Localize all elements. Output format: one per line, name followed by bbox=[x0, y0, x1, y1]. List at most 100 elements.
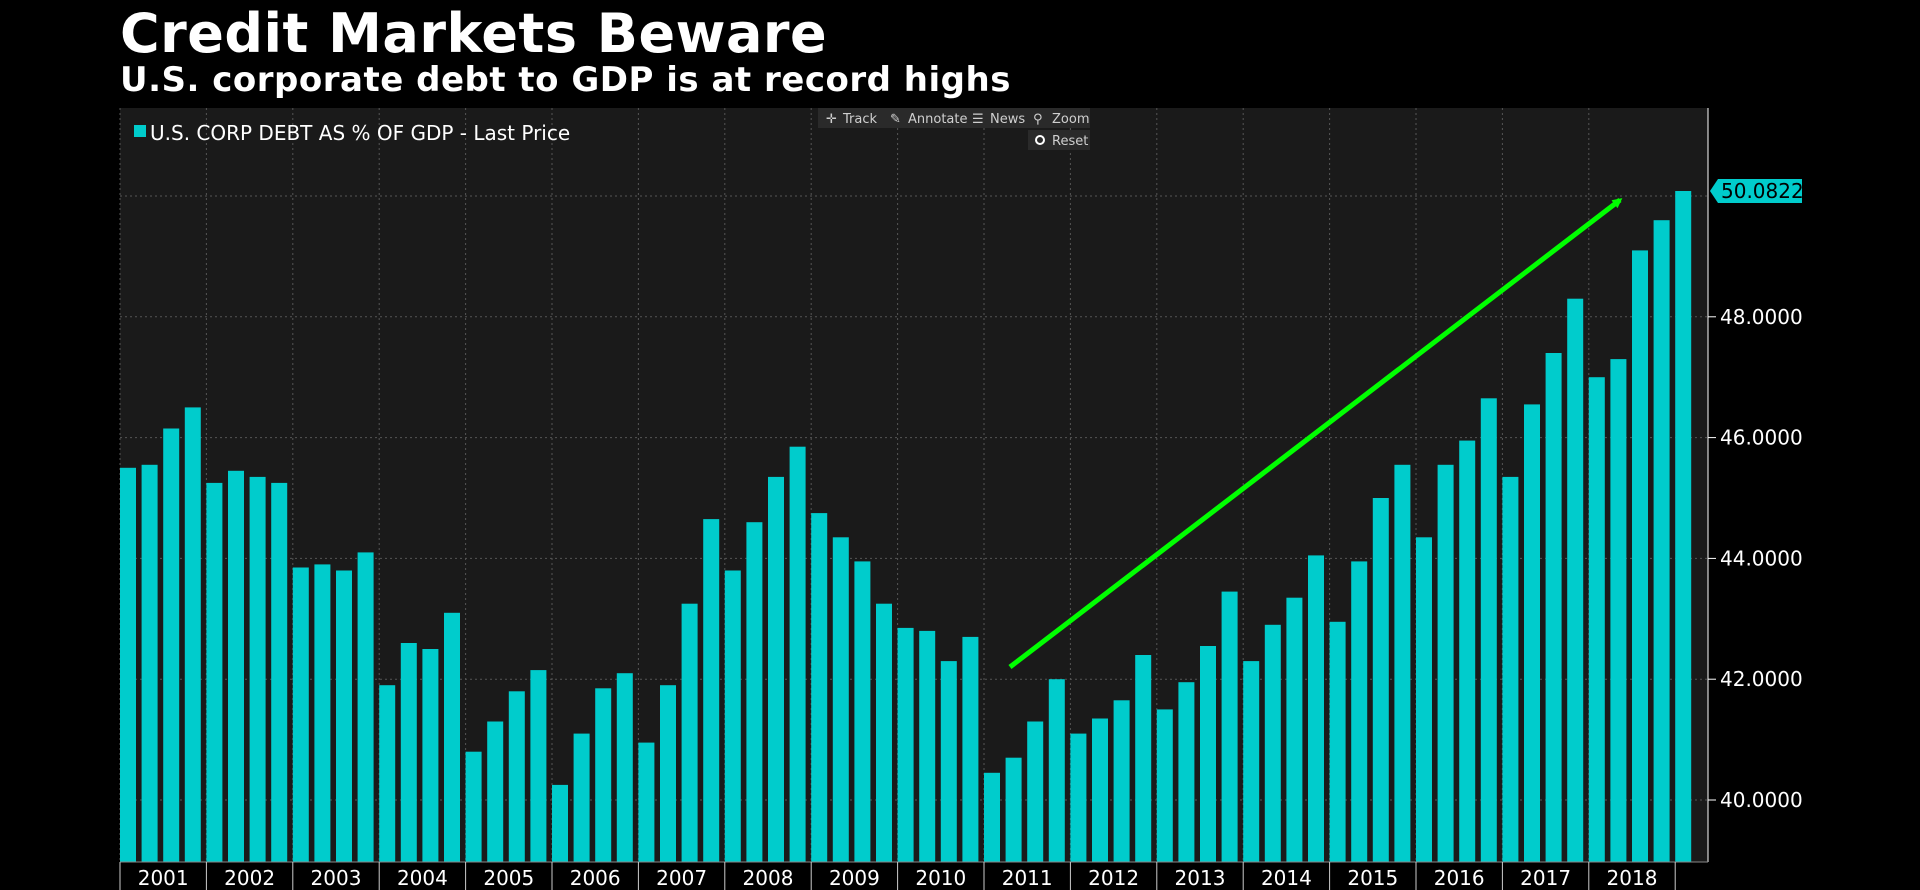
bar bbox=[1502, 476, 1519, 862]
bar bbox=[1416, 537, 1432, 862]
bar bbox=[1221, 591, 1238, 862]
y-axis: 40.0000 42.0000 44.0000 46.0000 48.0000 bbox=[1707, 108, 1803, 862]
bar bbox=[141, 464, 158, 862]
bar bbox=[1545, 353, 1562, 862]
x-tick-label: 2015 bbox=[1347, 866, 1398, 890]
crosshair-icon: ✛ bbox=[826, 112, 837, 127]
bar bbox=[1675, 191, 1692, 862]
bar bbox=[681, 603, 698, 862]
bar bbox=[919, 630, 936, 862]
x-tick-label: 2009 bbox=[829, 866, 880, 890]
bar bbox=[1027, 721, 1044, 862]
bar bbox=[400, 643, 417, 862]
bar bbox=[1351, 561, 1368, 862]
bar bbox=[1178, 682, 1195, 862]
bar bbox=[357, 552, 374, 862]
bar bbox=[1264, 624, 1281, 862]
bar bbox=[1459, 440, 1476, 862]
bar bbox=[1070, 733, 1087, 862]
y-tick-label: 48.0000 bbox=[1720, 305, 1803, 329]
x-tick-label: 2006 bbox=[570, 866, 621, 890]
annotate-button[interactable]: ✎ Annotate bbox=[890, 112, 967, 127]
bar bbox=[552, 784, 568, 862]
bar bbox=[616, 673, 633, 862]
bar bbox=[271, 482, 288, 862]
bar bbox=[1286, 597, 1303, 862]
zoom-label: Zoom bbox=[1052, 112, 1089, 127]
bar bbox=[595, 688, 612, 862]
x-tick-label: 2012 bbox=[1088, 866, 1139, 890]
bar bbox=[1308, 555, 1324, 862]
bar bbox=[703, 519, 720, 862]
bar bbox=[1005, 757, 1022, 862]
bar bbox=[962, 636, 979, 862]
bar bbox=[660, 685, 676, 862]
bar bbox=[984, 772, 1000, 862]
x-tick-label: 2007 bbox=[656, 866, 707, 890]
trend-arrow bbox=[1008, 198, 1623, 669]
x-tick-label: 2017 bbox=[1520, 866, 1571, 890]
bar bbox=[1394, 464, 1411, 862]
news-icon: ☰ bbox=[972, 112, 984, 127]
legend-swatch bbox=[134, 125, 146, 137]
x-tick-label: 2003 bbox=[311, 866, 362, 890]
bar bbox=[444, 612, 460, 862]
x-tick-label: 2005 bbox=[483, 866, 534, 890]
reset-icon bbox=[1035, 135, 1045, 145]
bar bbox=[1329, 621, 1346, 862]
x-tick-label: 2010 bbox=[915, 866, 966, 890]
x-tick-label: 2004 bbox=[397, 866, 448, 890]
bar bbox=[811, 513, 828, 862]
x-axis: 2001 2002 2003 2004 2005 2006 2007 2008 2009 2010… bbox=[119, 861, 1708, 890]
track-button[interactable]: ✛ Track bbox=[826, 112, 877, 127]
annotate-label: Annotate bbox=[908, 112, 967, 127]
x-tick-label: 2013 bbox=[1175, 866, 1226, 890]
bar bbox=[1200, 646, 1216, 862]
reset-button[interactable]: Reset bbox=[1028, 130, 1090, 150]
bar bbox=[1632, 250, 1648, 862]
bar bbox=[1135, 655, 1152, 862]
x-tick-label: 2018 bbox=[1607, 866, 1658, 890]
bar bbox=[1588, 377, 1605, 862]
bar bbox=[1480, 398, 1497, 862]
bar bbox=[897, 627, 914, 862]
bar bbox=[487, 721, 504, 862]
bar bbox=[206, 482, 223, 862]
news-label: News bbox=[990, 112, 1025, 127]
bar bbox=[184, 407, 201, 862]
bar bbox=[1092, 718, 1108, 862]
bar bbox=[1048, 679, 1065, 862]
bar bbox=[1524, 404, 1540, 862]
x-tick-label: 2016 bbox=[1434, 866, 1485, 890]
bar bbox=[1243, 661, 1260, 862]
bar bbox=[292, 567, 309, 862]
bar-series bbox=[120, 191, 1692, 862]
bar bbox=[530, 670, 547, 862]
last-price-value: 50.0822 bbox=[1721, 179, 1804, 203]
y-tick-label: 42.0000 bbox=[1720, 667, 1803, 691]
bar bbox=[940, 661, 957, 862]
bar bbox=[508, 691, 525, 862]
bar bbox=[314, 564, 331, 862]
news-button[interactable]: ☰ News bbox=[972, 112, 1025, 127]
bar bbox=[854, 561, 871, 862]
bar bbox=[724, 570, 741, 862]
zoom-button[interactable]: ⚲ Zoom bbox=[1033, 112, 1089, 127]
reset-label: Reset bbox=[1052, 134, 1088, 149]
bar bbox=[422, 649, 439, 862]
x-tick-label: 2002 bbox=[224, 866, 275, 890]
bar bbox=[1610, 359, 1627, 862]
last-price-tag: 50.0822 bbox=[1710, 179, 1804, 204]
x-tick-label: 2011 bbox=[1002, 866, 1053, 890]
bar bbox=[163, 428, 180, 862]
bar bbox=[1653, 220, 1670, 862]
magnifier-icon: ⚲ bbox=[1033, 112, 1043, 127]
bar bbox=[573, 733, 590, 862]
bar bbox=[1567, 298, 1584, 862]
bar bbox=[379, 685, 396, 862]
pencil-icon: ✎ bbox=[890, 112, 901, 127]
bar bbox=[876, 603, 892, 862]
bar bbox=[746, 522, 763, 862]
track-label: Track bbox=[842, 112, 877, 127]
